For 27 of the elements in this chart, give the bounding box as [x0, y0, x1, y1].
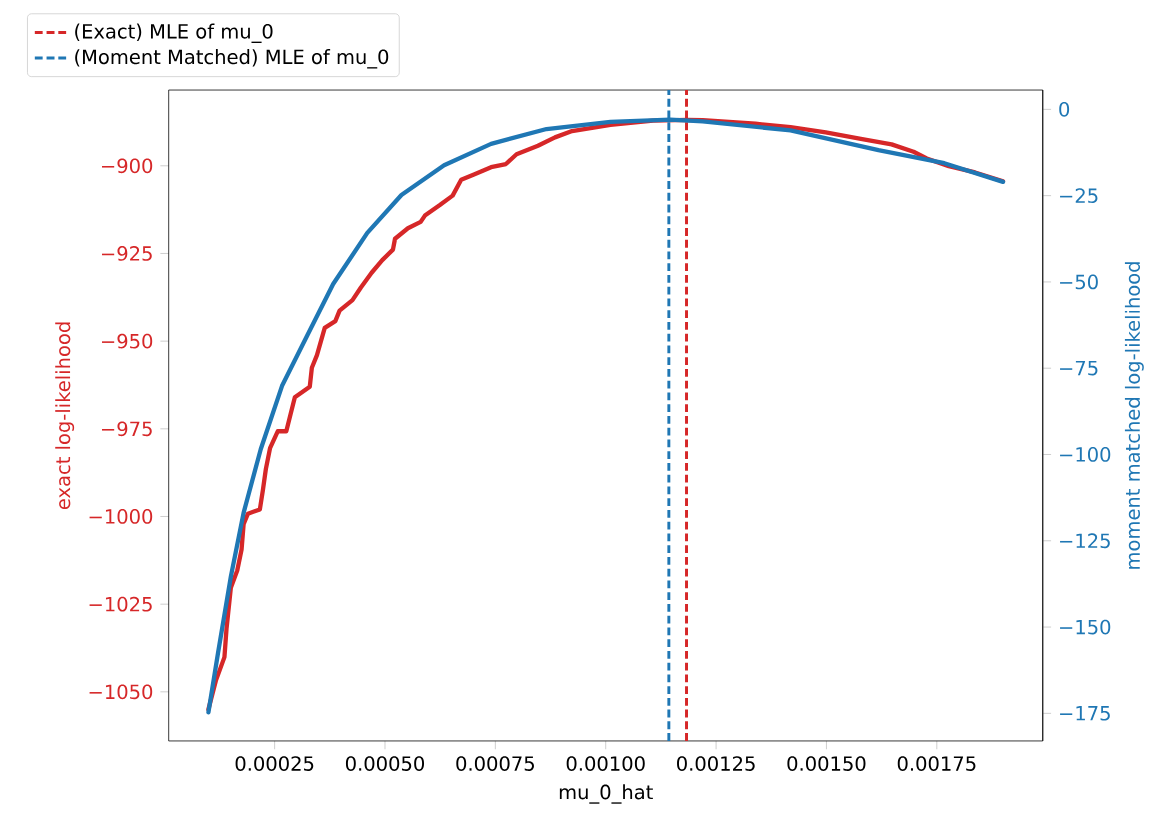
y-tick-label: −900	[101, 158, 153, 174]
legend-label: (Exact) MLE of mu_0	[75, 23, 273, 43]
y2-tick-label: −75	[1060, 360, 1098, 376]
x-tick-label: 0.00175	[897, 756, 976, 771]
x-tick-label: 0.00025	[235, 756, 314, 771]
y-tick-label: −950	[101, 333, 153, 349]
y2-tick-label: −125	[1060, 533, 1110, 549]
y2-tick-label: −150	[1060, 619, 1111, 635]
legend-label: (Moment Matched) MLE of mu_0	[75, 49, 389, 69]
y2-tick-label: −50	[1060, 274, 1098, 290]
y2-tick-label: 0	[1059, 101, 1070, 117]
y-tick-label: −925	[101, 245, 152, 261]
y2-tick-label: −175	[1060, 705, 1110, 721]
x-tick-label: 0.00075	[456, 756, 534, 771]
y2-axis-title: moment matched log-likelihood	[1124, 262, 1144, 569]
x-axis-title: mu_0_hat	[559, 784, 653, 804]
y2-tick-label: −100	[1060, 447, 1111, 462]
x-tick-label: 0.00100	[566, 756, 645, 771]
x-tick-label: 0.00150	[787, 756, 866, 771]
y-tick-label: −1000	[89, 509, 153, 524]
y2-tick-label: −25	[1060, 188, 1098, 203]
y-tick-label: −1050	[89, 684, 153, 700]
x-tick-label: 0.00125	[677, 756, 755, 771]
y-tick-label: −975	[101, 421, 152, 437]
x-tick-label: 0.00050	[345, 756, 425, 771]
y-tick-label: −1025	[89, 596, 152, 612]
y-axis-title: exact log-likelihood	[55, 322, 75, 510]
